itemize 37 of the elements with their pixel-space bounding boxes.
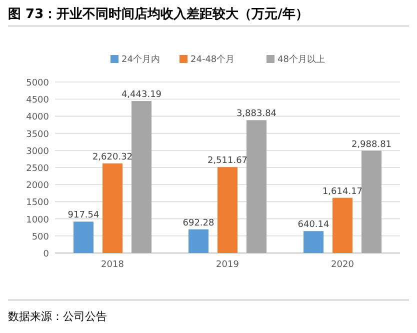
data-label: 692.28	[182, 218, 215, 228]
bar	[132, 101, 152, 253]
y-tick-label: 1000	[26, 215, 50, 226]
bar	[218, 167, 238, 253]
bar	[188, 229, 208, 253]
data-label: 2,511.67	[207, 156, 248, 166]
data-label: 2,988.81	[351, 140, 392, 150]
legend-label: 24个月内	[122, 54, 160, 65]
y-tick-label: 1500	[26, 198, 50, 208]
data-label: 4,443.19	[121, 90, 162, 100]
bar	[246, 120, 266, 253]
data-label: 2,620.32	[92, 152, 133, 162]
bar	[74, 222, 94, 253]
legend-label: 48个月以上	[278, 54, 325, 65]
data-label: 3,883.84	[236, 109, 277, 120]
bar	[102, 163, 122, 253]
chart-title: 图 73：开业不同时间店均收入差距较大（万元/年）	[8, 6, 308, 22]
legend-label: 24-48个月	[190, 54, 235, 65]
y-tick-label: 3000	[26, 146, 50, 157]
data-label: 1,614.17	[322, 186, 363, 197]
bar	[332, 198, 352, 253]
data-label: 917.54	[68, 210, 100, 221]
y-tick-label: 2000	[26, 181, 50, 192]
y-tick-label: 4500	[26, 96, 50, 106]
y-tick-label: 4000	[26, 112, 50, 123]
x-tick-label: 2020	[331, 260, 354, 270]
data-label: 640.14	[298, 220, 330, 230]
y-tick-label: 2500	[26, 164, 50, 174]
bar	[362, 150, 382, 253]
x-tick-label: 2019	[216, 260, 240, 270]
x-tick-label: 2018	[101, 260, 124, 270]
y-tick-label: 3500	[26, 130, 50, 140]
y-tick-label: 500	[32, 232, 50, 242]
y-tick-label: 5000	[26, 78, 50, 88]
y-tick-label: 0	[43, 250, 50, 260]
bar	[304, 231, 324, 253]
source-note: 数据来源：公司公告	[8, 310, 107, 323]
